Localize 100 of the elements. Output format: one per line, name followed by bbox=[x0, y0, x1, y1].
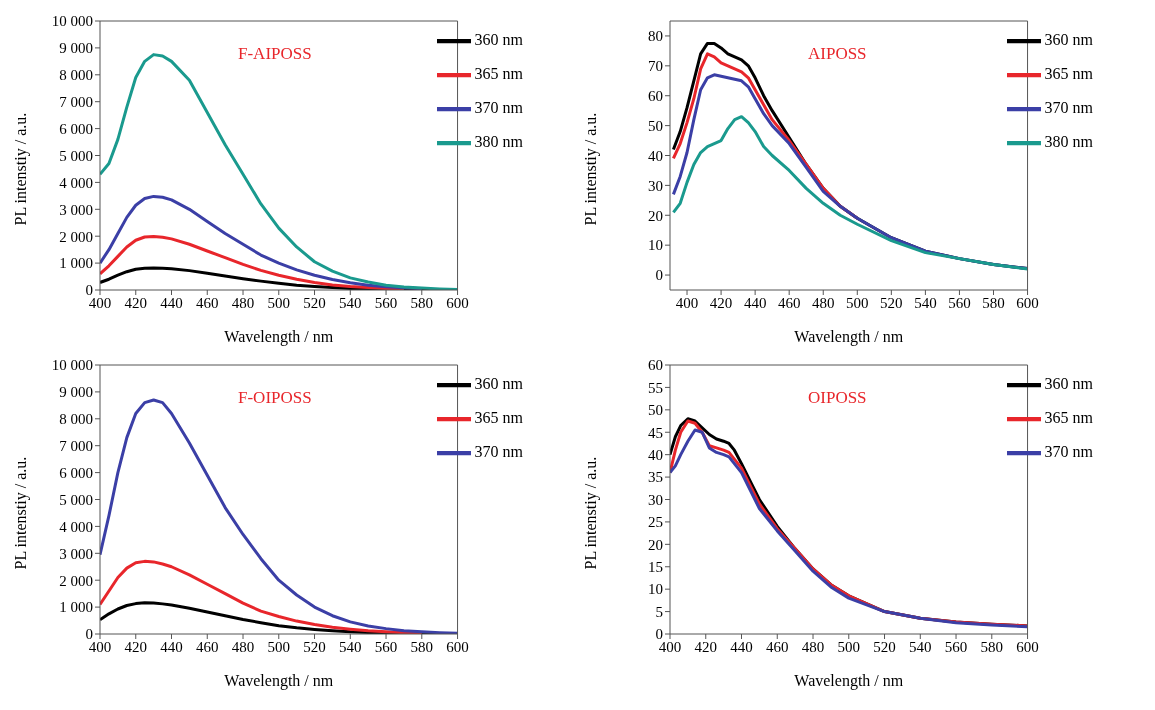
annotation: F-AIPOSS bbox=[238, 44, 312, 64]
y-tick-label: 2 000 bbox=[59, 228, 93, 245]
y-tick-label: 15 bbox=[648, 559, 663, 576]
y-tick-label: 30 bbox=[648, 177, 663, 194]
y-tick-label: 25 bbox=[648, 514, 663, 531]
y-tick-label: 80 bbox=[648, 28, 663, 45]
y-tick-label: 10 bbox=[648, 581, 663, 598]
y-axis-title: PL intenstiy / a.u. bbox=[581, 456, 600, 570]
legend-label: 360 nm bbox=[474, 374, 523, 392]
y-tick-label: 10 000 bbox=[51, 13, 93, 30]
legend-label: 370 nm bbox=[1044, 442, 1093, 460]
y-tick-label: 2 000 bbox=[59, 572, 93, 589]
x-tick-label: 540 bbox=[914, 294, 937, 311]
y-tick-label: 7 000 bbox=[59, 438, 93, 455]
x-axis-title: Wavelength / nm bbox=[794, 672, 904, 690]
legend-label: 365 nm bbox=[474, 64, 523, 82]
x-axis-title: Wavelength / nm bbox=[794, 328, 904, 346]
legend-label: 360 nm bbox=[474, 30, 523, 48]
y-tick-label: 45 bbox=[648, 424, 663, 441]
y-tick-label: 1 000 bbox=[59, 599, 93, 616]
x-axis-title: Wavelength / nm bbox=[224, 328, 334, 346]
legend-label: 360 nm bbox=[1044, 30, 1093, 48]
x-tick-label: 600 bbox=[446, 638, 469, 655]
legend-label: 370 nm bbox=[474, 442, 523, 460]
x-tick-label: 440 bbox=[160, 294, 183, 311]
y-tick-label: 9 000 bbox=[59, 384, 93, 401]
y-tick-label: 70 bbox=[648, 58, 663, 75]
x-tick-label: 480 bbox=[801, 638, 825, 655]
y-tick-label: 20 bbox=[648, 207, 663, 224]
legend-label: 380 nm bbox=[1044, 132, 1093, 150]
y-tick-label: 8 000 bbox=[59, 67, 93, 84]
x-tick-label: 520 bbox=[303, 638, 326, 655]
x-tick-label: 560 bbox=[944, 638, 968, 655]
x-tick-label: 600 bbox=[446, 294, 469, 311]
y-tick-label: 0 bbox=[655, 267, 663, 284]
y-tick-label: 4 000 bbox=[59, 518, 93, 535]
x-tick-label: 500 bbox=[837, 638, 861, 655]
y-tick-label: 4 000 bbox=[59, 174, 93, 191]
x-tick-label: 420 bbox=[124, 294, 147, 311]
y-axis-title: PL intenstiy / a.u. bbox=[11, 112, 30, 226]
x-tick-label: 580 bbox=[980, 638, 1004, 655]
x-tick-label: 540 bbox=[339, 294, 362, 311]
y-tick-label: 40 bbox=[648, 147, 663, 164]
x-tick-label: 560 bbox=[374, 294, 398, 311]
x-tick-label: 480 bbox=[231, 294, 255, 311]
x-tick-label: 440 bbox=[730, 638, 753, 655]
x-tick-label: 460 bbox=[777, 294, 801, 311]
legend-label: 365 nm bbox=[1044, 64, 1093, 82]
x-tick-label: 460 bbox=[766, 638, 789, 655]
annotation: OIPOSS bbox=[808, 388, 867, 408]
y-tick-label: 7 000 bbox=[59, 94, 93, 111]
y-tick-label: 35 bbox=[648, 469, 663, 486]
x-tick-label: 460 bbox=[196, 294, 219, 311]
y-tick-label: 8 000 bbox=[59, 411, 93, 428]
x-tick-label: 440 bbox=[160, 638, 183, 655]
y-tick-label: 5 000 bbox=[59, 147, 93, 164]
legend-label: 380 nm bbox=[474, 132, 523, 150]
y-tick-label: 6 000 bbox=[59, 120, 93, 137]
annotation: AIPOSS bbox=[808, 44, 867, 64]
y-axis-title: PL intenstiy / a.u. bbox=[11, 456, 30, 570]
x-tick-label: 580 bbox=[410, 294, 434, 311]
x-tick-label: 580 bbox=[410, 638, 434, 655]
x-tick-label: 560 bbox=[374, 638, 398, 655]
y-tick-label: 50 bbox=[648, 402, 663, 419]
y-tick-label: 1 000 bbox=[59, 255, 93, 272]
x-axis-title: Wavelength / nm bbox=[224, 672, 334, 690]
x-tick-label: 400 bbox=[675, 294, 699, 311]
y-axis-title: PL intenstiy / a.u. bbox=[581, 112, 600, 226]
x-tick-label: 480 bbox=[231, 638, 255, 655]
x-tick-label: 460 bbox=[196, 638, 219, 655]
x-tick-label: 560 bbox=[948, 294, 971, 311]
legend-label: 370 nm bbox=[474, 98, 523, 116]
x-tick-label: 500 bbox=[267, 638, 291, 655]
y-tick-label: 9 000 bbox=[59, 40, 93, 57]
legend-label: 365 nm bbox=[474, 408, 523, 426]
y-tick-label: 5 bbox=[655, 603, 663, 620]
y-tick-label: 5 000 bbox=[59, 491, 93, 508]
x-tick-label: 420 bbox=[709, 294, 733, 311]
y-tick-label: 10 000 bbox=[51, 357, 93, 374]
y-tick-label: 6 000 bbox=[59, 464, 93, 481]
y-tick-label: 3 000 bbox=[59, 545, 93, 562]
y-tick-label: 50 bbox=[648, 117, 663, 134]
x-tick-label: 500 bbox=[846, 294, 869, 311]
x-tick-label: 420 bbox=[694, 638, 717, 655]
x-tick-label: 520 bbox=[880, 294, 903, 311]
x-tick-label: 440 bbox=[743, 294, 767, 311]
y-tick-label: 60 bbox=[648, 357, 663, 374]
x-tick-label: 520 bbox=[303, 294, 326, 311]
legend-label: 360 nm bbox=[1044, 374, 1093, 392]
x-tick-label: 500 bbox=[267, 294, 291, 311]
legend-label: 365 nm bbox=[1044, 408, 1093, 426]
x-tick-label: 480 bbox=[811, 294, 835, 311]
y-tick-label: 10 bbox=[648, 237, 663, 254]
y-tick-label: 40 bbox=[648, 446, 663, 463]
annotation: F-OIPOSS bbox=[238, 388, 312, 408]
x-tick-label: 540 bbox=[339, 638, 362, 655]
x-tick-label: 580 bbox=[982, 294, 1005, 311]
legend-label: 370 nm bbox=[1044, 98, 1093, 116]
y-tick-label: 3 000 bbox=[59, 201, 93, 218]
x-tick-label: 600 bbox=[1016, 638, 1039, 655]
